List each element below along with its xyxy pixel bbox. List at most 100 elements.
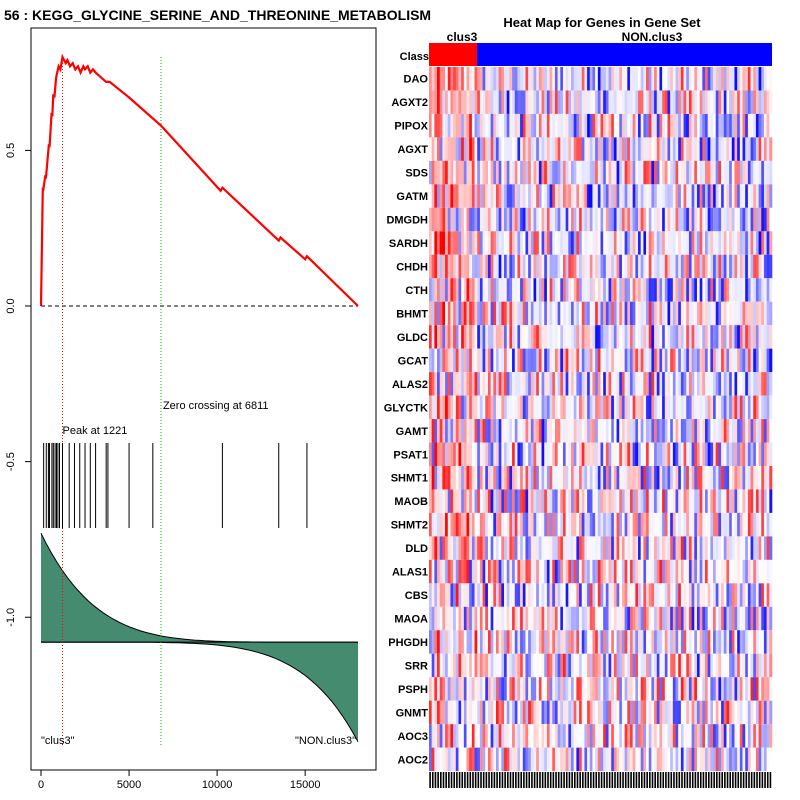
heatmap-cell	[763, 301, 767, 326]
heatmap-cell	[485, 137, 489, 161]
heatmap-cell	[557, 747, 561, 772]
heatmap-cell	[715, 419, 719, 443]
heatmap-cell	[648, 184, 652, 208]
heatmap-cell	[533, 442, 537, 466]
heatmap-cell	[471, 559, 475, 584]
heatmap-cell	[589, 442, 593, 466]
heatmap-cell	[702, 677, 706, 701]
heatmap-cell	[487, 301, 491, 326]
heatmap-cell	[536, 606, 540, 631]
heatmap-cell	[747, 606, 751, 631]
heatmap-cell	[621, 653, 625, 678]
heatmap-cell	[651, 583, 655, 607]
heatmap-cell	[646, 113, 650, 138]
heatmap-cell	[608, 677, 612, 701]
heatmap-cell	[509, 583, 513, 607]
heatmap-cell	[525, 442, 529, 466]
heatmap-cell	[490, 325, 494, 349]
heatmap-cell	[654, 465, 658, 490]
heatmap-cell	[624, 348, 628, 373]
heatmap-cell	[538, 254, 542, 279]
sample-tick-mark	[753, 772, 756, 788]
heatmap-cell	[699, 372, 703, 396]
heatmap-cell	[691, 301, 695, 326]
heatmap-cell	[646, 254, 650, 279]
heatmap-cell	[554, 90, 558, 114]
heatmap-cell	[624, 583, 628, 607]
heatmap-cell	[745, 512, 749, 537]
heatmap-cell	[688, 254, 692, 279]
peak-annotation: Peak at 1221	[63, 425, 128, 437]
heatmap-cell	[597, 137, 601, 161]
heatmap-cell	[758, 90, 762, 114]
heatmap-cell	[455, 747, 459, 772]
heatmap-cell	[672, 395, 676, 420]
heatmap-cell	[710, 653, 714, 678]
heatmap-cell	[678, 348, 682, 373]
heatmap-cell	[544, 67, 548, 91]
heatmap-cell	[573, 700, 577, 725]
heatmap-cell	[595, 348, 599, 373]
heatmap-cell	[675, 160, 679, 185]
heatmap-cell	[458, 465, 462, 490]
heatmap-cell	[554, 724, 558, 748]
heatmap-cell	[565, 489, 569, 513]
heatmap-cell	[560, 512, 564, 537]
sample-tick-mark	[512, 772, 514, 788]
gene-label: CTH	[405, 285, 428, 297]
heatmap-cell	[621, 207, 625, 232]
heatmap-cell	[603, 630, 607, 654]
heatmap-cell	[504, 677, 508, 701]
heatmap-cell	[536, 325, 540, 349]
heatmap-cell	[710, 747, 714, 772]
heatmap-cell	[509, 724, 513, 748]
heatmap-cell	[675, 184, 679, 208]
heatmap-cell	[707, 583, 711, 607]
heatmap-cell	[485, 536, 489, 560]
heatmap-cell	[485, 231, 489, 255]
heatmap-cell	[745, 207, 749, 232]
heatmap-cell	[562, 489, 566, 513]
heatmap-cell	[643, 184, 647, 208]
heatmap-cell	[611, 278, 615, 302]
heatmap-cell	[528, 700, 532, 725]
heatmap-cell	[589, 419, 593, 443]
heatmap-cell	[638, 583, 641, 607]
heatmap-cell	[694, 559, 698, 584]
heatmap-cell	[520, 278, 524, 302]
heatmap-cell	[573, 254, 577, 279]
heatmap-cell	[589, 630, 593, 654]
heatmap-cell	[600, 442, 604, 466]
heatmap-cell	[450, 254, 454, 279]
heatmap-cell	[589, 113, 593, 138]
heatmap-cell	[605, 348, 609, 373]
heatmap-cell	[664, 724, 668, 748]
heatmap-cell	[632, 512, 636, 537]
heatmap-cell	[536, 160, 540, 185]
heatmap-cell	[544, 207, 548, 232]
heatmap-cell	[485, 465, 489, 490]
heatmap-cell	[568, 278, 572, 302]
heatmap-cell	[664, 113, 668, 138]
heatmap-cell	[437, 465, 441, 490]
heatmap-cell	[680, 512, 684, 537]
heatmap-cell	[664, 184, 668, 208]
heatmap-cell	[520, 301, 524, 326]
heatmap-cell	[656, 348, 660, 373]
heatmap-cell	[643, 231, 647, 255]
heatmap-cell	[463, 184, 467, 208]
heatmap-cell	[699, 231, 703, 255]
sample-tick-mark	[713, 772, 715, 788]
heatmap-cell	[648, 278, 652, 302]
heatmap-cell	[638, 325, 641, 349]
heatmap-cell	[455, 254, 459, 279]
heatmap-cell	[434, 395, 438, 420]
heatmap-cell	[498, 137, 502, 161]
heatmap-cell	[638, 67, 641, 91]
heatmap-cell	[453, 90, 457, 114]
heatmap-cell	[501, 559, 505, 584]
heatmap-cell	[763, 90, 767, 114]
heatmap-cell	[750, 372, 754, 396]
heatmap-cell	[546, 137, 550, 161]
heatmap-cell	[522, 67, 526, 91]
